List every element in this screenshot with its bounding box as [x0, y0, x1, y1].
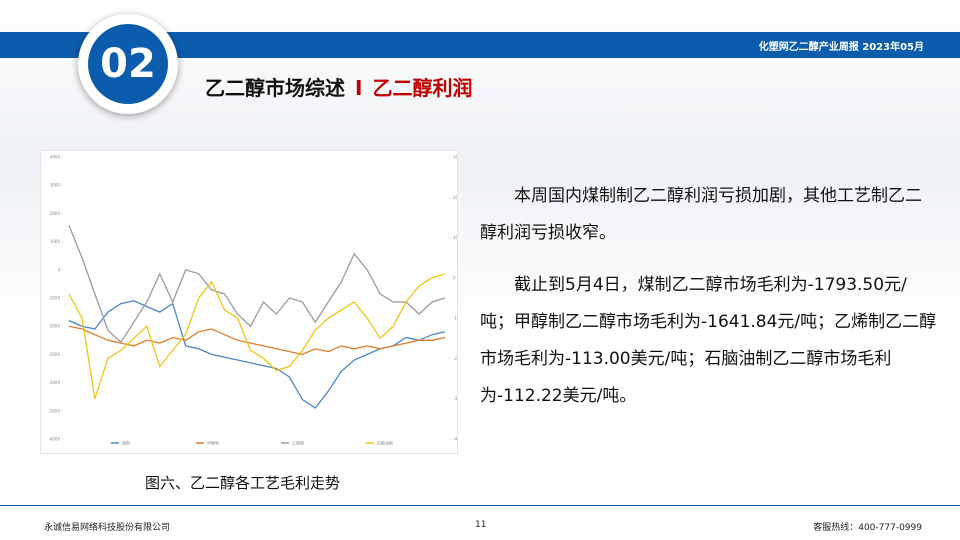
- paragraph: 本周国内煤制制乙二醇利润亏损加剧，其他工艺制乙二醇利润亏损收窄。: [480, 186, 922, 243]
- y2-tick-label: -200: [453, 356, 457, 361]
- series-line: [68, 225, 446, 344]
- legend-label: 石脑油制: [377, 440, 393, 446]
- y-tick-label: 4000: [50, 155, 61, 160]
- y-tick-label: 2000: [50, 211, 61, 216]
- legend-label: 甲醇制: [207, 440, 219, 446]
- legend-label: 乙烯制: [292, 440, 304, 446]
- section-number: 02: [88, 24, 168, 104]
- title: 乙二醇市场综述 I 乙二醇利润: [205, 72, 472, 101]
- y2-tick-label: 0: [453, 275, 456, 280]
- y-tick-label: -6000: [48, 437, 60, 442]
- caption: 图六、乙二醇各工艺毛利走势: [145, 474, 341, 492]
- legend-label: 煤制: [122, 440, 130, 446]
- chart-box: -6000 -5000 -4000 -3000 -2000 -1000 0 1000 2000 3…: [40, 150, 463, 454]
- chart: -6000-5000-4000-3000-2000-10000100020003…: [48, 155, 462, 446]
- y-tick-label: -2000: [48, 324, 60, 329]
- paragraph: 截止到5月4日，煤制乙二醇市场毛利为-1793.50元/吨；甲醇制乙二醇市场毛利…: [480, 275, 937, 406]
- y-tick-label: -4000: [48, 380, 60, 385]
- footer-line: [0, 505, 960, 506]
- y2-tick-label: -400: [453, 437, 457, 442]
- y2-tick-label: -100: [453, 316, 457, 321]
- series-line: [68, 325, 446, 356]
- page-number: 11: [475, 520, 487, 530]
- y-tick-label: 1000: [50, 239, 61, 244]
- title-separator: I: [355, 76, 363, 100]
- y2-tick-label: 100: [453, 235, 457, 240]
- y2-tick-label: 200: [453, 195, 457, 200]
- y-tick-label: 3000: [50, 183, 61, 188]
- y2-tick-label: -300: [453, 396, 457, 401]
- y-tick-label: -1000: [48, 296, 60, 301]
- title-main: 乙二醇市场综述: [205, 76, 345, 100]
- hotline: 客服热线：400-777-0999: [813, 523, 922, 533]
- y-tick-label: -3000: [48, 352, 60, 357]
- company: 永诚信易网络科技股份有限公司: [44, 523, 171, 533]
- y-tick-label: 0: [57, 267, 60, 272]
- report-name: 化塑网乙二醇产业周报 2023年05月: [758, 42, 924, 53]
- series-line: [68, 273, 446, 399]
- y2-tick-label: 300: [453, 155, 457, 160]
- title-sub: 乙二醇利润: [372, 76, 473, 100]
- y-tick-label: -5000: [48, 408, 60, 413]
